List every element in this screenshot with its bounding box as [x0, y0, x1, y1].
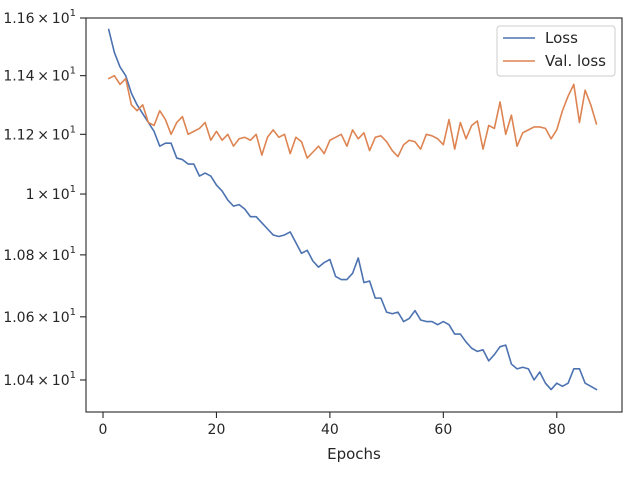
y-tick-label: 1.08 × 101 — [3, 245, 76, 264]
series-line-loss — [107, 28, 598, 391]
y-tick-label: 1.06 × 101 — [3, 307, 76, 326]
x-tick-label: 40 — [321, 422, 339, 438]
x-tick-label: 0 — [99, 422, 108, 438]
axes-frame — [85, 17, 623, 413]
series-line-val-loss — [107, 74, 598, 159]
x-tick-label: 80 — [548, 422, 566, 438]
y-tick-label: 1.12 × 101 — [3, 124, 76, 143]
y-tick-label: 1 × 101 — [26, 184, 76, 203]
y-tick-label: 1.04 × 101 — [3, 370, 76, 389]
y-tick-label: 1.14 × 101 — [3, 66, 76, 85]
legend: Loss Val. loss — [496, 25, 616, 77]
y-axis: 1.04 × 101 1.06 × 101 1.08 × 101 1 × 101 1.1… — [3, 8, 86, 389]
legend-label-val-loss: Val. loss — [545, 52, 606, 70]
x-axis: 0 20 40 60 80 — [99, 412, 566, 438]
x-tick-label: 60 — [434, 422, 452, 438]
plot-area — [107, 28, 598, 391]
x-axis-title: Epochs — [327, 445, 381, 463]
x-tick-label: 20 — [208, 422, 226, 438]
y-tick-label: 1.16 × 101 — [3, 8, 76, 27]
legend-label-loss: Loss — [545, 29, 578, 47]
